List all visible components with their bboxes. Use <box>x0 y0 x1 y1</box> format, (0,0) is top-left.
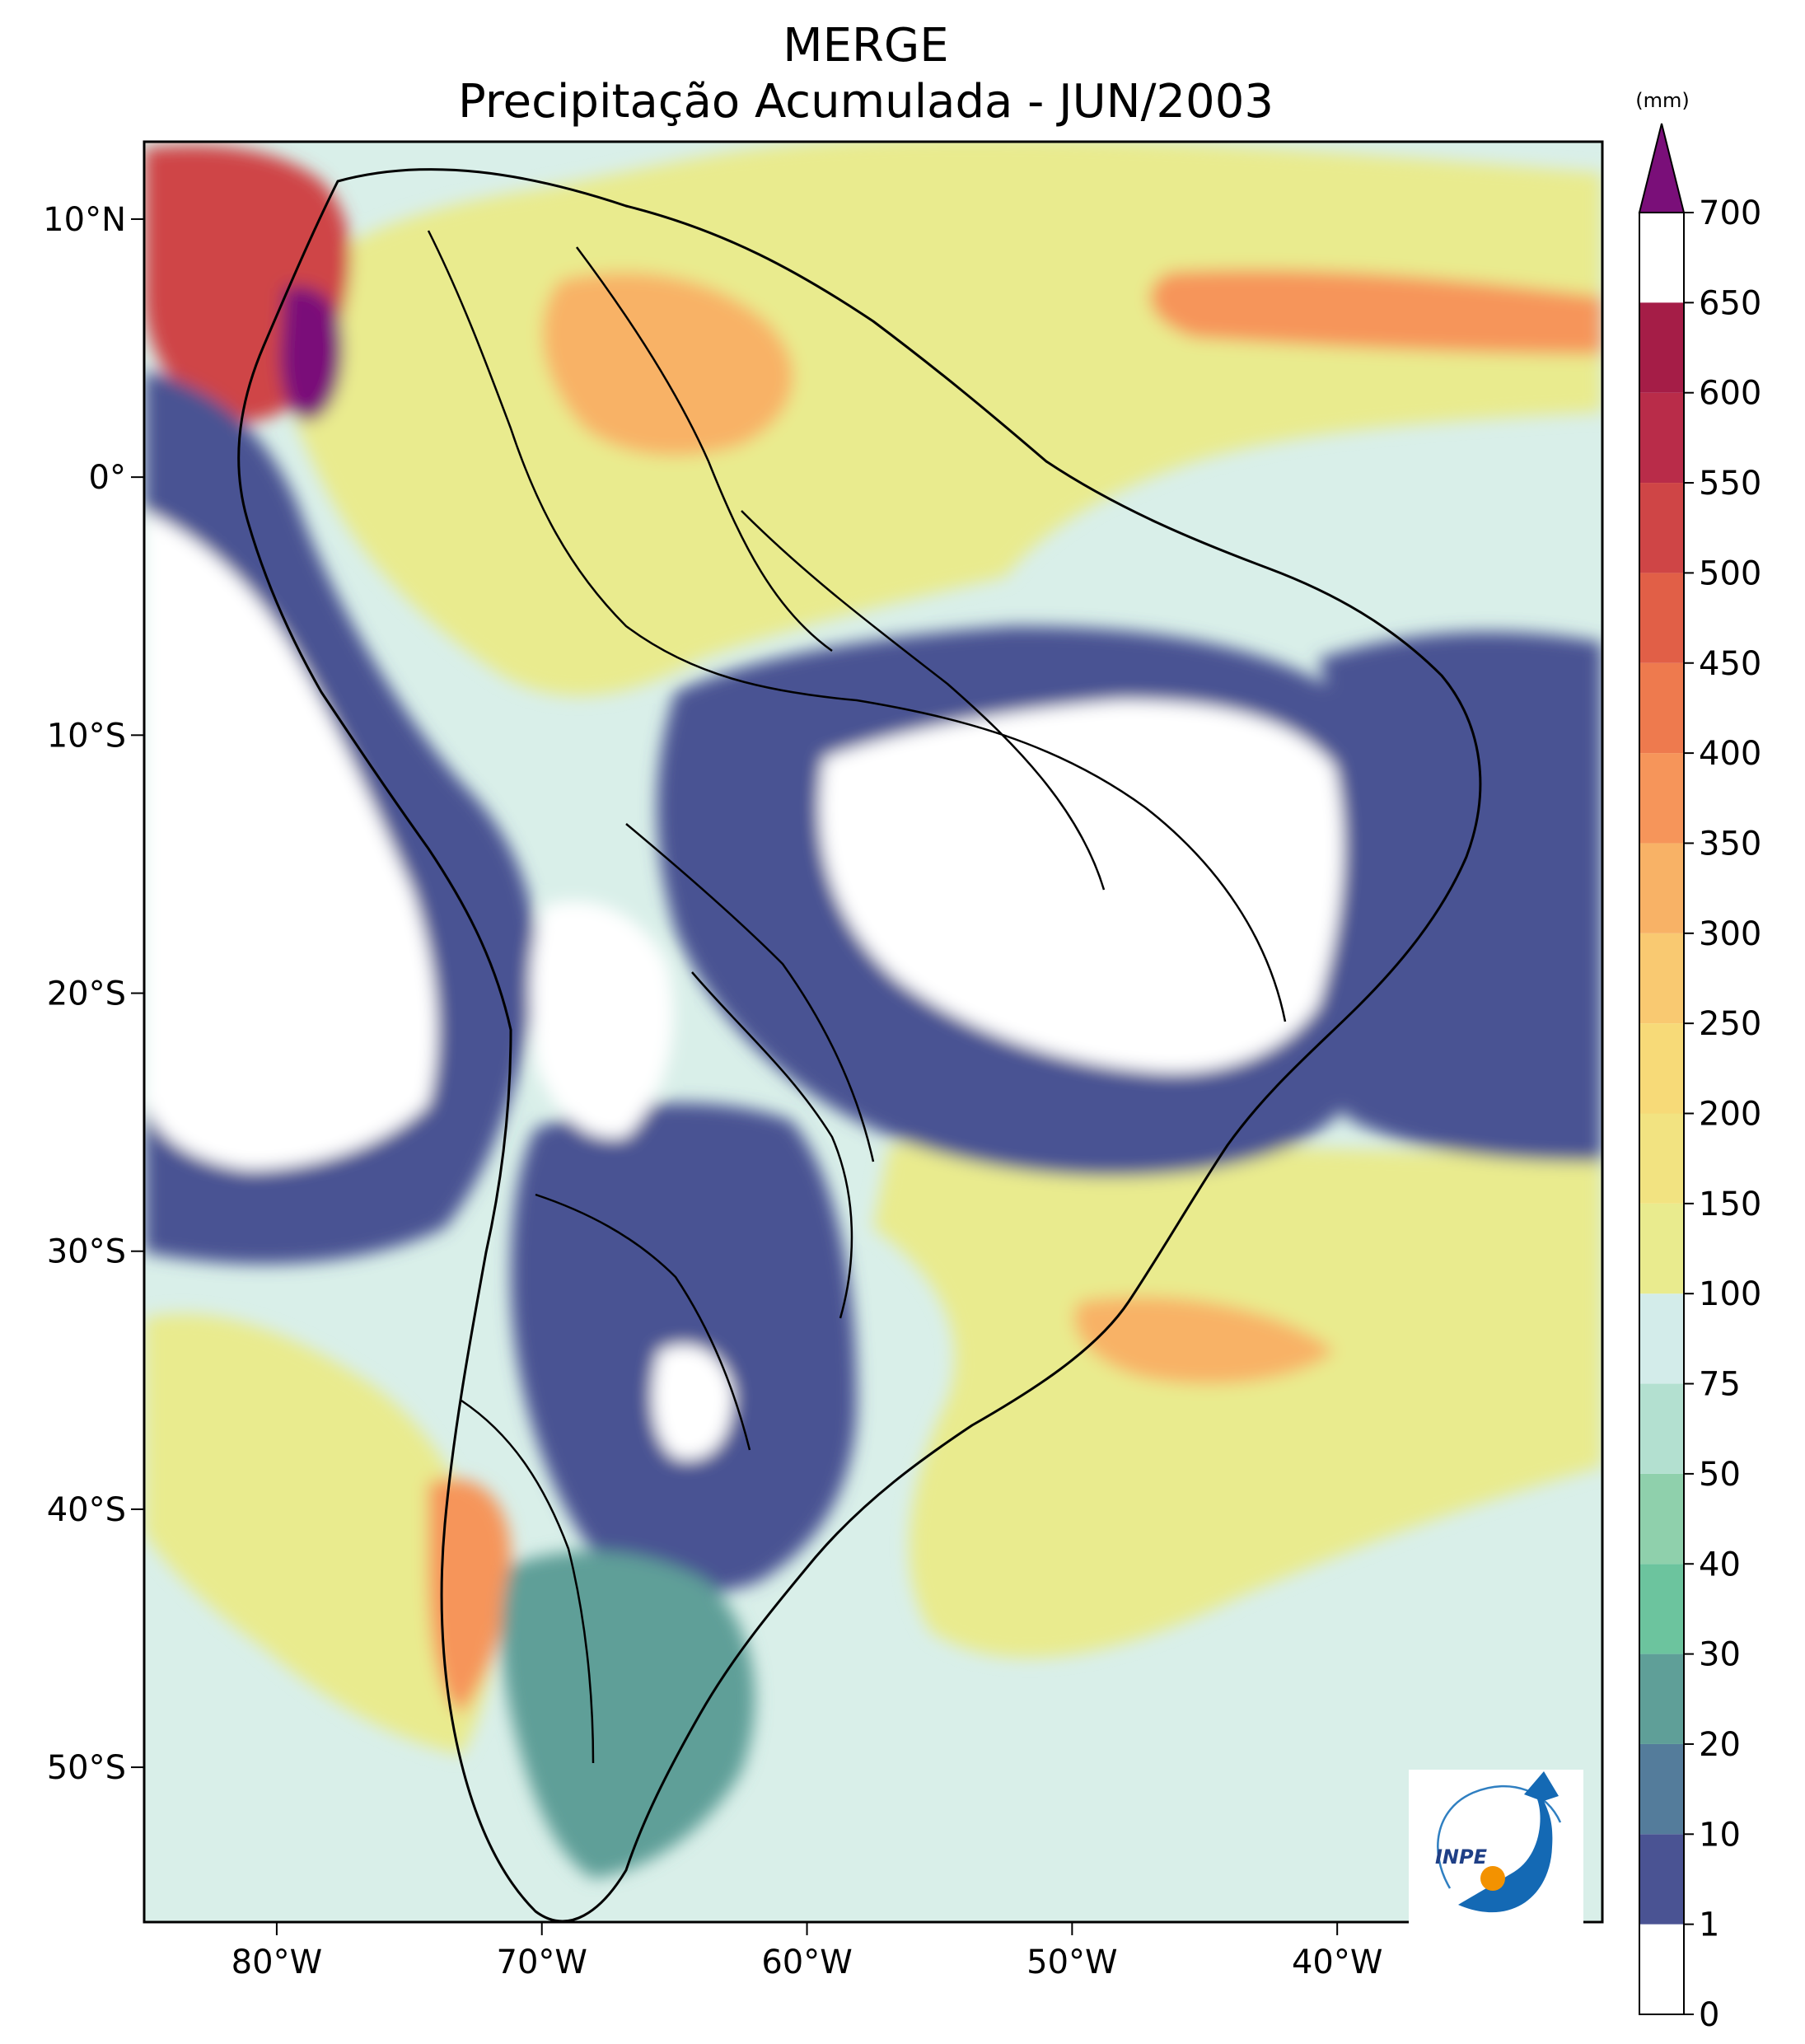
y-tick-label-4: 30°S <box>47 1233 126 1271</box>
colorbar-swatch-18 <box>1639 302 1684 393</box>
colorbar-tick-label-18: 600 <box>1699 375 1761 413</box>
colorbar-tick-label-3: 20 <box>1699 1726 1741 1764</box>
colorbar-swatch-11 <box>1639 933 1684 1024</box>
colorbar-swatch-7 <box>1639 1293 1684 1384</box>
colorbar-tick-label-0: 0 <box>1699 1996 1719 2034</box>
colorbar-unit-label: (mm) <box>1635 89 1689 112</box>
y-tick-label-3: 20°S <box>47 975 126 1013</box>
pacific-south-yellow-band <box>144 1313 494 1755</box>
argentina-white-patch <box>652 1345 733 1460</box>
colorbar-swatch-16 <box>1639 483 1684 573</box>
country-border-lines <box>427 230 1287 1764</box>
colorbar-tick-label-16: 500 <box>1699 554 1761 592</box>
colombia-purple-max <box>280 286 343 421</box>
x-tick-label-0: 80°W <box>231 1943 322 1981</box>
map-title-line1: MERGE <box>783 19 948 72</box>
logo-arrow-icon <box>1458 1771 1559 1913</box>
inpe-logo: INPE <box>1409 1770 1583 1943</box>
colorbar-tick-label-9: 150 <box>1699 1186 1761 1223</box>
colorbar-swatch-9 <box>1639 1113 1684 1204</box>
colorbar-tick-label-7: 75 <box>1699 1366 1741 1404</box>
south-atlantic-orange-patch <box>1073 1296 1335 1384</box>
map-panel: INPE 80°W 70°W 60°W 50°W 40°W 10°N 0° 10°S 20°S… <box>43 140 1604 1981</box>
colorbar-tick-label-12: 300 <box>1699 915 1761 953</box>
colorbar-swatches <box>1638 123 1686 2015</box>
central-brazil-white-dry-zone <box>819 700 1344 1073</box>
colorbar-extend-max <box>1638 123 1686 213</box>
colorbar-tick-label-13: 350 <box>1699 825 1761 863</box>
colorbar-swatch-8 <box>1639 1203 1684 1294</box>
colorbar-tick-label-11: 250 <box>1699 1005 1761 1043</box>
x-tick-label-1: 70°W <box>497 1943 587 1981</box>
x-tick-label-2: 60°W <box>761 1943 852 1981</box>
y-tick-label-1: 0° <box>89 459 126 497</box>
precipitation-field <box>144 142 1602 1922</box>
altiplano-white-zone <box>530 900 674 1139</box>
colorbar-swatch-13 <box>1639 753 1684 844</box>
colorbar-tick-label-2: 10 <box>1699 1816 1741 1854</box>
colorbar-tick-label-19: 650 <box>1699 284 1761 322</box>
colorbar-swatch-3 <box>1639 1653 1684 1744</box>
colorbar-swatch-0 <box>1639 1924 1684 2014</box>
y-tick-label-6: 50°S <box>47 1749 126 1787</box>
colorbar-tick-label-17: 550 <box>1699 465 1761 503</box>
x-tick-label-3: 50°W <box>1026 1943 1117 1981</box>
colorbar: (mm) 0 1 10 20 30 40 50 75 100 150 200 250 300 350 400… <box>1635 89 1761 2034</box>
map-title-line2: Precipitação Acumulada - JUN/2003 <box>458 75 1274 129</box>
x-axis: 80°W 70°W 60°W 50°W 40°W <box>231 1922 1382 1981</box>
y-tick-label-0: 10°N <box>43 201 126 239</box>
logo-sun-icon <box>1480 1866 1505 1891</box>
colorbar-tick-label-6: 50 <box>1699 1456 1741 1494</box>
colorbar-swatch-6 <box>1639 1383 1684 1474</box>
atlantic-orange-band <box>1150 269 1602 354</box>
colorbar-tick-label-4: 30 <box>1699 1636 1741 1674</box>
colorbar-swatch-17 <box>1639 392 1684 484</box>
y-tick-label-2: 10°S <box>47 717 126 755</box>
colorbar-tick-label-10: 200 <box>1699 1096 1761 1134</box>
colorbar-swatch-15 <box>1639 573 1684 663</box>
map-frame <box>143 140 1604 1924</box>
colorbar-tick-label-20: 700 <box>1699 194 1761 232</box>
y-axis: 10°N 0° 10°S 20°S 30°S 40°S 50°S <box>43 201 144 1787</box>
colorbar-swatch-10 <box>1639 1023 1684 1114</box>
colorbar-tick-label-15: 450 <box>1699 645 1761 683</box>
colorbar-swatch-2 <box>1639 1743 1684 1835</box>
chile-orange-strip <box>428 1478 511 1714</box>
southern-cone-blue <box>501 1551 755 1878</box>
pacific-white-dry-zone <box>144 511 437 1170</box>
colorbar-swatch-5 <box>1639 1473 1684 1565</box>
northern-orange-cluster <box>542 272 793 456</box>
logo-text: INPE <box>1435 1845 1488 1869</box>
colorbar-ticks: 0 1 10 20 30 40 50 75 100 150 200 250 300 350 400 450 50… <box>1684 194 1761 2034</box>
atlantic-yellow-band-south <box>873 1139 1602 1658</box>
colorbar-tick-label-14: 400 <box>1699 735 1761 773</box>
south-america-coastline <box>237 168 1482 1922</box>
atlantic-blue-belt <box>1318 631 1602 1162</box>
colorbar-swatch-14 <box>1639 662 1684 754</box>
colorbar-swatch-1 <box>1639 1834 1684 1925</box>
y-tick-label-5: 40°S <box>47 1491 126 1529</box>
colorbar-swatch-4 <box>1639 1564 1684 1654</box>
colorbar-swatch-12 <box>1639 843 1684 933</box>
colorbar-tick-label-8: 100 <box>1699 1275 1761 1313</box>
colorbar-tick-label-5: 40 <box>1699 1546 1741 1583</box>
x-tick-label-4: 40°W <box>1292 1943 1382 1981</box>
colorbar-tick-label-1: 1 <box>1699 1906 1719 1944</box>
